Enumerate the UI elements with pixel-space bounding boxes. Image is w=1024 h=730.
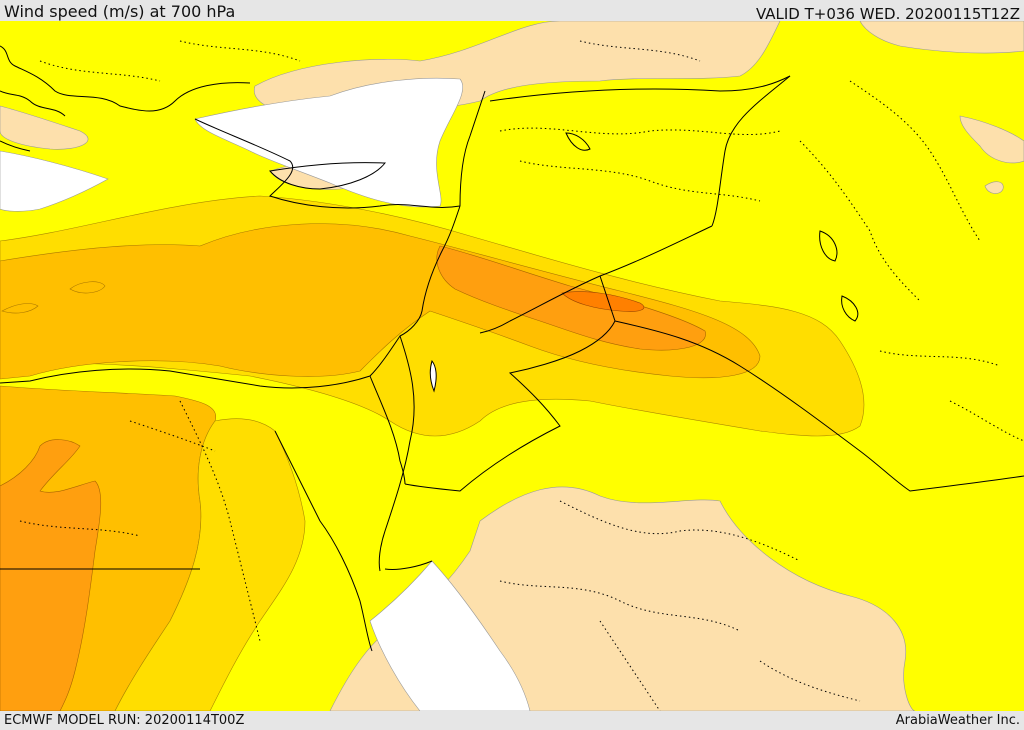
admin-boundaries [19,40,1024,711]
wind-field-strong-patch [69,281,106,294]
wind-field-light-east-patch [959,115,1024,164]
wind-field-calm-redsea [369,560,531,711]
wind-field-light-east-dot [984,181,1004,194]
wind-field-light-west-patch [0,105,89,150]
valid-time: VALID T+036 WED. 20200115T12Z [755,5,1020,23]
wind-field-fresh-egypt-edge [114,418,306,711]
wind-field-strong-patch-2 [1,303,39,314]
wind-field-calm-aegean [194,77,463,208]
map-title: Wind speed (m/s) at 700 hPa [4,2,236,21]
wind-field-very-strong-egypt [0,439,102,711]
map-footer: ECMWF MODEL RUN: 20200114T00Z ArabiaWeat… [0,711,1024,729]
credit-label: ArabiaWeather Inc. [895,713,1020,728]
map-header: Wind speed (m/s) at 700 hPa VALID T+036 … [0,0,1024,23]
model-run-label: ECMWF MODEL RUN: 20200114T00Z [4,713,245,728]
lake-assad [565,132,591,151]
wind-field-light-northeast [859,21,1024,54]
wind-field-calm-libya [0,150,109,212]
lake-tharthar [819,230,838,262]
wind-field-strong-main [0,223,761,380]
wind-speed-map [0,21,1024,711]
lake-dead-sea [429,359,437,393]
wind-field-peak [561,291,645,312]
lake-razaza [841,295,859,322]
country-borders [0,75,1024,570]
